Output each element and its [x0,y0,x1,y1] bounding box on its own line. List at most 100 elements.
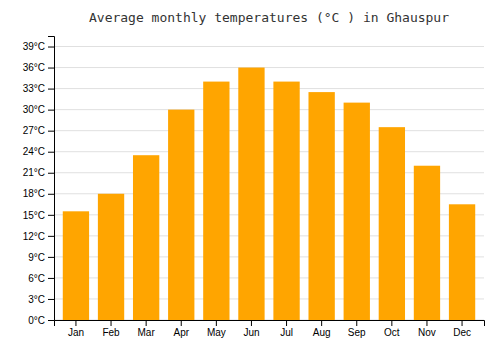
x-tick-mark [426,320,427,326]
grid-line [54,67,484,68]
x-tick-label: Jul [280,327,293,338]
x-tick-label: Jan [68,327,84,338]
y-tick-label: 6°C [28,273,45,284]
y-tick: 30°C [23,104,54,115]
bar [379,127,405,320]
y-tick-mark [48,320,54,321]
x-tick: Jul [280,320,293,338]
x-tick-mark [216,320,217,326]
x-tick: Feb [102,320,120,338]
y-tick-label: 9°C [28,252,45,263]
bar [168,110,194,320]
x-tick-mark [462,320,463,326]
bar [344,103,370,320]
x-axis-line [55,321,485,327]
y-tick: 6°C [28,273,54,284]
x-tick-mark [391,320,392,326]
y-tick-mark [48,152,54,153]
x-tick-mark [321,320,322,326]
y-axis: 0°C 3°C 6°C 9°C 12°C 15°C 18°C 21°C 24°C 27°C 30°C… [23,37,55,326]
y-tick-label: 24°C [23,146,45,157]
y-tick: 36°C [23,62,54,73]
y-tick: 15°C [23,210,54,221]
x-tick-mark [251,320,252,326]
y-tick-mark [48,131,54,132]
x-tick-label: Mar [138,327,156,338]
y-tick: 24°C [23,146,54,157]
y-tick: 3°C [28,294,54,305]
x-tick-mark [356,320,357,326]
y-tick-label: 18°C [23,188,45,199]
x-tick: Aug [313,320,331,338]
y-tick-label: 33°C [23,83,45,94]
y-tick-label: 21°C [23,167,45,178]
y-tick-mark [48,215,54,216]
x-tick: Nov [418,320,436,338]
y-tick-label: 12°C [23,231,45,242]
x-tick: Apr [173,320,189,338]
y-tick-label: 30°C [23,104,45,115]
y-tick-mark [48,278,54,279]
grid-line [54,130,484,131]
y-tick-mark [48,47,54,48]
y-tick-mark [48,194,54,195]
x-tick: Jun [243,320,259,338]
x-tick-label: Jun [243,327,259,338]
x-axis: Jan Feb Mar Apr May Jun Jul Aug Sep Oct Nov Dec [55,320,485,338]
x-tick-label: May [207,327,226,338]
y-tick: 33°C [23,83,54,94]
bar [133,155,159,320]
y-tick-mark [48,257,54,258]
x-tick-label: Apr [173,327,189,338]
y-tick-mark [48,110,54,111]
x-tick-mark [111,320,112,326]
y-tick-label: 39°C [23,41,45,52]
y-tick-mark [48,68,54,69]
y-tick-mark [48,89,54,90]
x-tick-mark [146,320,147,326]
bar [203,82,229,320]
x-tick-label: Aug [313,327,331,338]
bar [449,204,475,320]
bar [273,82,299,320]
x-tick-label: Dec [453,327,471,338]
y-tick-mark [48,299,54,300]
x-tick: Jan [68,320,84,338]
x-tick-mark [75,320,76,326]
grid [54,47,484,320]
bar [63,211,89,320]
grid-line [54,151,484,152]
bar [98,194,124,320]
bar [414,166,440,320]
grid-line [54,109,484,110]
y-tick-mark [48,236,54,237]
y-axis-line [48,37,55,321]
y-tick: 0°C [28,315,54,326]
y-tick: 21°C [23,167,54,178]
y-tick-mark [48,173,54,174]
x-tick-mark [286,320,287,326]
bars [63,68,475,320]
x-tick-label: Oct [384,327,400,338]
x-tick-mark [181,320,182,326]
y-tick: 18°C [23,188,54,199]
x-tick: Oct [384,320,400,338]
y-tick-label: 3°C [28,294,45,305]
y-tick: 9°C [28,252,54,263]
bar [238,68,264,320]
y-tick: 39°C [23,41,54,52]
x-tick: Sep [348,320,366,338]
y-tick: 12°C [23,231,54,242]
x-tick-label: Nov [418,327,436,338]
x-tick: Mar [138,320,156,338]
chart: 0°C 3°C 6°C 9°C 12°C 15°C 18°C 21°C 24°C 27°C 30°C… [0,0,500,350]
y-tick-label: 15°C [23,210,45,221]
bar [308,92,334,320]
x-tick-label: Sep [348,327,366,338]
y-tick: 27°C [23,125,54,136]
plot: 0°C 3°C 6°C 9°C 12°C 15°C 18°C 21°C 24°C 27°C 30°C… [23,37,485,339]
x-tick: Dec [453,320,471,338]
x-tick: May [207,320,226,338]
grid-line [54,46,484,47]
grid-line [54,88,484,89]
